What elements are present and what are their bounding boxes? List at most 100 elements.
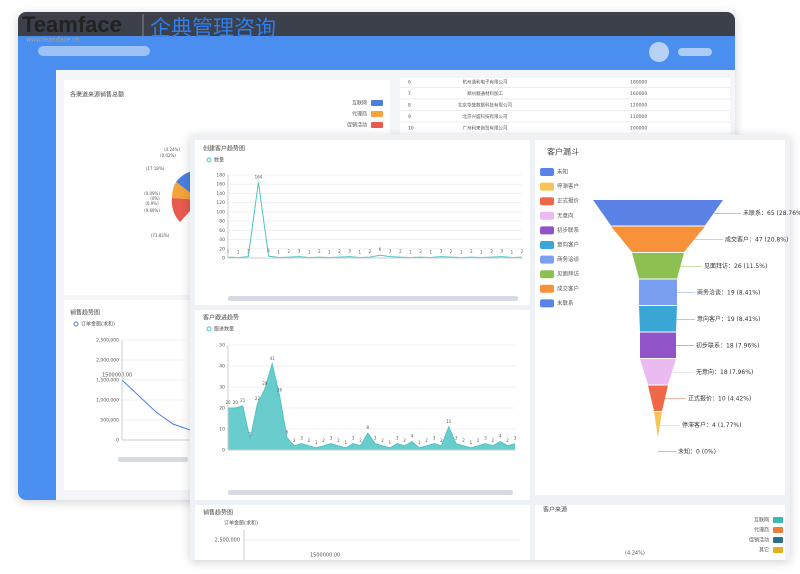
table-cell: 120000 xyxy=(630,103,647,109)
legend-label[interactable]: 无意向 xyxy=(557,211,574,219)
brand-name: Teamface xyxy=(22,12,122,37)
data-label: 41 xyxy=(270,356,276,361)
y-tick-label: 50 xyxy=(219,343,225,349)
legend-swatch[interactable] xyxy=(540,299,554,308)
data-label: 3 xyxy=(348,249,351,254)
legend-swatch[interactable] xyxy=(540,226,554,235)
table-cell: 广州利来商贸有限公司 xyxy=(463,125,508,132)
brand-site: www.teamface.cn xyxy=(26,37,80,44)
data-label: 3 xyxy=(484,436,487,441)
data-label: 2 xyxy=(308,438,311,443)
data-label: 21 xyxy=(240,398,246,403)
legend-label: 订单金额(求和) xyxy=(224,520,258,527)
panel-title: 销售趋势图 xyxy=(203,509,233,517)
legend-label[interactable]: 其它 xyxy=(759,547,769,554)
table-cell: 杭州通利电子有限公司 xyxy=(463,79,508,86)
data-label: 1 xyxy=(511,250,514,255)
table-cell: 160000 xyxy=(630,91,647,97)
data-label: 1 xyxy=(328,250,331,255)
brand-tagline: 企典管理咨询 xyxy=(150,16,276,40)
legend-label[interactable]: 成交客户 xyxy=(557,284,579,292)
data-label: 3 xyxy=(389,249,392,254)
legend-swatch[interactable] xyxy=(540,241,554,249)
legend-swatch[interactable] xyxy=(540,168,554,176)
data-label: 1500000.00 xyxy=(102,373,132,379)
panel xyxy=(195,310,530,500)
scroll-bar xyxy=(228,490,513,495)
table xyxy=(400,78,730,136)
legend-label[interactable]: 互联网 xyxy=(754,517,769,524)
legend-swatch[interactable] xyxy=(540,182,554,191)
panel-title: 客户跟进趋势 xyxy=(203,314,239,322)
funnel-segment xyxy=(654,412,662,438)
legend-swatch[interactable] xyxy=(540,197,554,206)
table-cell: 10 xyxy=(408,126,414,132)
legend-swatch[interactable] xyxy=(773,517,783,523)
data-label: 6 xyxy=(286,429,289,434)
legend-swatch[interactable] xyxy=(540,255,554,264)
data-label: 2 xyxy=(470,249,473,254)
search[interactable] xyxy=(38,46,150,56)
data-label: 2 xyxy=(293,438,296,443)
funnel-segment xyxy=(640,359,676,385)
data-label: (17.18%) xyxy=(146,166,165,171)
data-label: 成交客户：47 (20.8%) xyxy=(725,235,788,243)
legend-label[interactable]: 促销活动 xyxy=(749,537,769,544)
legend-label[interactable]: 未知 xyxy=(557,168,568,176)
y-tick-label: 2,500,000 xyxy=(215,538,240,544)
data-label: 1 xyxy=(237,250,240,255)
legend-swatch[interactable] xyxy=(540,284,554,293)
legend-label: 促销活动 xyxy=(347,122,367,129)
legend-label[interactable]: 未联系 xyxy=(557,299,574,307)
y-tick-label: 0 xyxy=(222,256,225,262)
legend-label[interactable]: 订单金额(求和) xyxy=(81,321,115,328)
data-label: 1 xyxy=(470,440,473,445)
data-label: 3 xyxy=(300,436,303,441)
data-label: 1 xyxy=(315,440,318,445)
data-label: 2 xyxy=(492,438,495,443)
legend-label[interactable]: 初步联系 xyxy=(557,226,580,234)
funnel-segment xyxy=(593,200,723,226)
data-label: 3 xyxy=(330,436,333,441)
line xyxy=(121,379,191,431)
legend-label[interactable]: 停滞客户 xyxy=(557,182,579,190)
data-label: 2 xyxy=(359,438,362,443)
y-tick-label: 120 xyxy=(216,200,225,206)
funnel-segment xyxy=(639,279,677,305)
data-label: (9.69%) xyxy=(144,208,160,213)
legend-label[interactable]: 见面拜访 xyxy=(557,270,580,278)
legend-label[interactable]: 商务洽谈 xyxy=(557,255,580,263)
data-label: 29 xyxy=(262,381,268,386)
legend-swatch[interactable] xyxy=(540,211,554,220)
y-tick-label: 20 xyxy=(219,246,225,252)
user-name[interactable] xyxy=(678,48,712,56)
legend-label[interactable]: 意向客户 xyxy=(557,241,579,249)
legend-swatch[interactable] xyxy=(773,537,783,543)
sidebar xyxy=(18,70,56,500)
data-label: 3 xyxy=(455,436,458,441)
table-cell: 北京华盛数据科技有限公司 xyxy=(458,102,512,109)
legend-swatch[interactable] xyxy=(540,270,554,279)
table-cell: 110000 xyxy=(630,114,647,120)
table-cell: 7 xyxy=(408,91,411,97)
legend-swatch[interactable] xyxy=(773,547,783,553)
panel-title: 客户漏斗 xyxy=(547,147,579,157)
data-label: 2 xyxy=(338,249,341,254)
y-tick-label: 500,000 xyxy=(100,418,119,424)
data-label: 2 xyxy=(399,249,402,254)
data-label: 2 xyxy=(477,438,480,443)
y-tick-label: 180 xyxy=(216,173,225,179)
data-label: 1 xyxy=(359,250,362,255)
legend-label[interactable]: 正式报价 xyxy=(557,197,580,205)
legend-swatch[interactable] xyxy=(773,527,783,533)
y-tick-label: 2,000,000 xyxy=(96,358,119,364)
avatar[interactable] xyxy=(649,42,669,62)
legend-label[interactable]: 代理商 xyxy=(754,527,769,534)
legend-label[interactable]: 跟进数量 xyxy=(214,326,234,333)
table-cell: 北京兴盛科技有限公司 xyxy=(463,113,508,120)
data-label: (4.24%) xyxy=(164,147,180,152)
data-label: 1 xyxy=(409,250,412,255)
legend-label[interactable]: 数量 xyxy=(214,157,224,164)
data-label: 3 xyxy=(247,249,250,254)
